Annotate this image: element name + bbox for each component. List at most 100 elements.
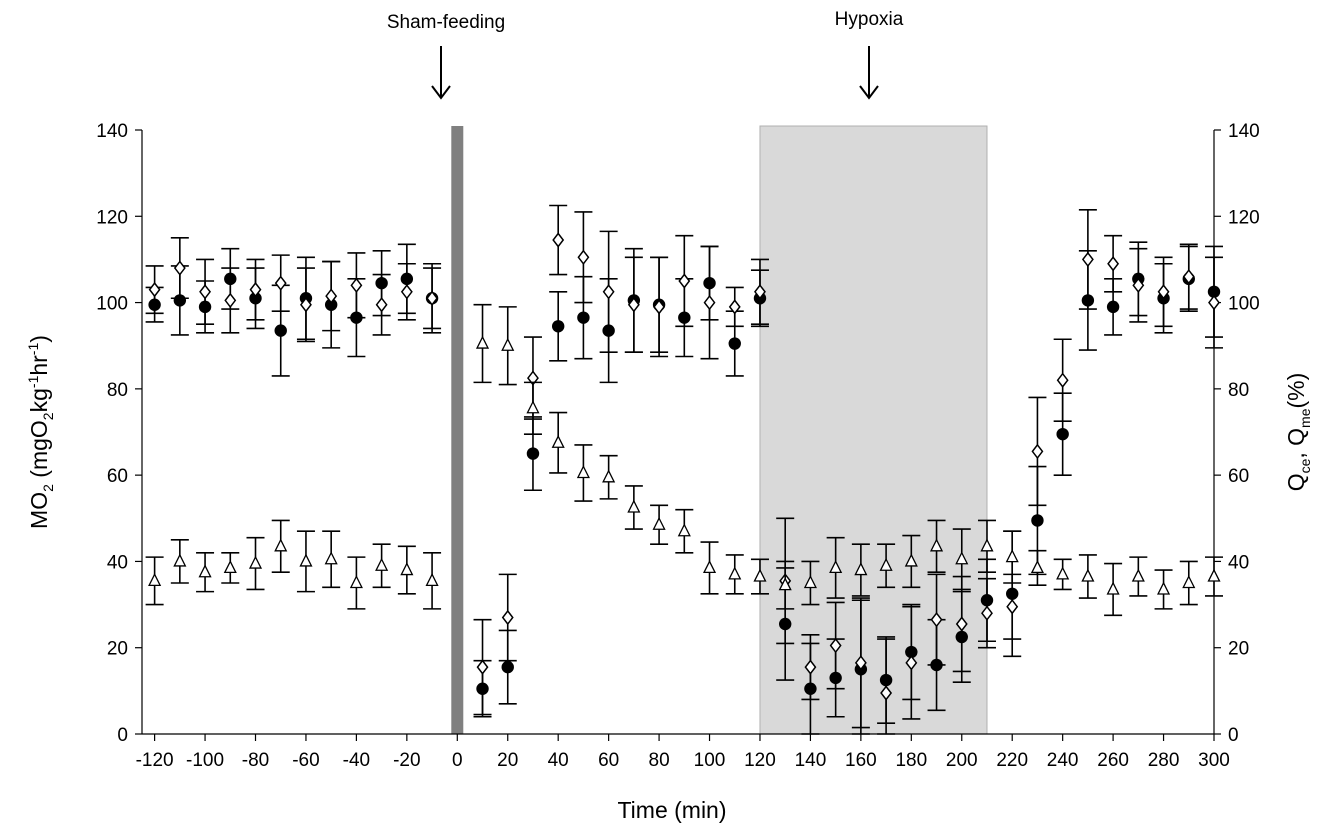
ylabel-left-paren-close: ) xyxy=(26,335,52,343)
data-point xyxy=(1056,427,1069,441)
data-point xyxy=(223,559,237,574)
x-tick-label: 200 xyxy=(946,750,978,771)
x-tick-label: 140 xyxy=(795,750,827,771)
data-point xyxy=(148,572,162,586)
y-tick-label-left: 120 xyxy=(96,207,128,228)
ticks-layer: -120 -100 -80 -60 -40 -20 0 20 40 60 80 100 120 140 16… xyxy=(96,121,1259,771)
data-point xyxy=(1006,598,1019,615)
sham-feeding-arrowhead-icon xyxy=(431,85,451,100)
data-point xyxy=(929,538,944,552)
data-point xyxy=(248,555,263,569)
data-point xyxy=(224,292,237,309)
x-tick-label: 40 xyxy=(548,750,569,771)
x-tick-label: 240 xyxy=(1047,750,1079,771)
ylabel-left-hr: hr xyxy=(26,355,52,376)
data-point xyxy=(880,685,893,701)
data-point xyxy=(501,660,514,674)
ylabel-right-q2: Q xyxy=(1283,428,1309,446)
series-open-diamond xyxy=(145,204,1223,735)
data-point xyxy=(1157,284,1170,300)
ylabel-right-q1: Q xyxy=(1283,473,1309,491)
data-point xyxy=(400,284,413,300)
x-tick-label: 260 xyxy=(1097,750,1129,771)
background-layer xyxy=(451,125,988,735)
data-point xyxy=(627,296,640,313)
x-axis-title: Time (min) xyxy=(617,797,726,823)
y-tick-label-left: 0 xyxy=(117,725,128,746)
y-tick-label-left: 100 xyxy=(96,294,128,315)
data-point xyxy=(476,659,489,675)
x-tick-label: -60 xyxy=(292,750,319,771)
y-axis-left-title: MO2 (mgO2kg-1hr-1) xyxy=(25,335,56,529)
ylabel-left-sub1: 2 xyxy=(40,484,56,492)
ylabel-right-sep: , xyxy=(1283,446,1309,459)
data-point xyxy=(1031,443,1044,460)
y-tick-label-right: 60 xyxy=(1228,466,1249,487)
x-tick-label: -80 xyxy=(242,750,269,771)
data-point xyxy=(904,553,918,567)
data-point xyxy=(803,575,817,589)
data-point xyxy=(1081,568,1095,582)
data-point xyxy=(426,290,439,306)
y-tick-label-right: 80 xyxy=(1228,380,1249,401)
sham-feeding-bar xyxy=(451,126,464,734)
x-tick-label: 80 xyxy=(649,750,670,771)
data-point xyxy=(577,249,590,266)
hypoxia-annotation: Hypoxia xyxy=(835,9,904,100)
data-point xyxy=(350,277,363,294)
data-point xyxy=(400,562,414,576)
data-point xyxy=(349,575,363,589)
series-layer xyxy=(145,204,1223,735)
data-point xyxy=(602,284,615,300)
data-point xyxy=(652,516,666,530)
data-point xyxy=(324,551,338,565)
data-point xyxy=(854,655,867,671)
data-point xyxy=(905,655,918,671)
data-point xyxy=(754,284,766,300)
y-axis-right-title: Qce, Qme(%) xyxy=(1283,373,1313,492)
x-tick-label: 180 xyxy=(895,750,927,771)
data-point xyxy=(1207,568,1221,582)
data-point xyxy=(148,281,161,298)
data-point xyxy=(1208,294,1220,311)
data-point xyxy=(1131,568,1145,582)
ylabel-left-sub2: 2 xyxy=(40,412,56,420)
data-point xyxy=(1182,575,1196,589)
data-point xyxy=(300,296,312,313)
y-tick-label-left: 20 xyxy=(107,639,128,660)
data-point xyxy=(274,538,288,552)
ylabel-right-unit: (%) xyxy=(1283,373,1309,409)
data-point xyxy=(753,568,767,582)
x-tick-label: 20 xyxy=(497,750,518,771)
data-point xyxy=(375,296,388,313)
y-tick-label-right: 100 xyxy=(1228,294,1260,315)
y-tick-label-right: 0 xyxy=(1228,725,1239,746)
data-point xyxy=(1081,251,1094,268)
data-point xyxy=(173,260,186,276)
data-point xyxy=(703,294,716,311)
data-point xyxy=(930,611,943,628)
x-tick-label: 300 xyxy=(1198,750,1230,771)
data-point xyxy=(1156,581,1171,595)
axes-layer xyxy=(141,130,1215,735)
ylabel-left-sup1: -1 xyxy=(25,375,41,388)
sham-feeding-annotation: Sham-feeding xyxy=(387,12,505,100)
data-point xyxy=(829,559,843,574)
y-tick-label-left: 140 xyxy=(96,121,128,142)
x-tick-label: 60 xyxy=(598,750,619,771)
data-point xyxy=(577,311,590,324)
x-tick-label: 0 xyxy=(452,750,463,771)
data-point xyxy=(804,659,817,675)
data-point xyxy=(551,320,565,333)
hypoxia-arrowhead-icon xyxy=(859,85,879,100)
data-point xyxy=(955,551,969,565)
data-point xyxy=(1106,581,1120,595)
data-point xyxy=(198,564,212,578)
data-point xyxy=(576,465,590,479)
data-point xyxy=(980,538,994,552)
y-tick-label-left: 80 xyxy=(107,380,128,401)
data-point xyxy=(1182,268,1195,285)
data-point xyxy=(274,275,287,291)
x-tick-label: 100 xyxy=(694,750,726,771)
y-tick-label-right: 140 xyxy=(1228,121,1260,142)
